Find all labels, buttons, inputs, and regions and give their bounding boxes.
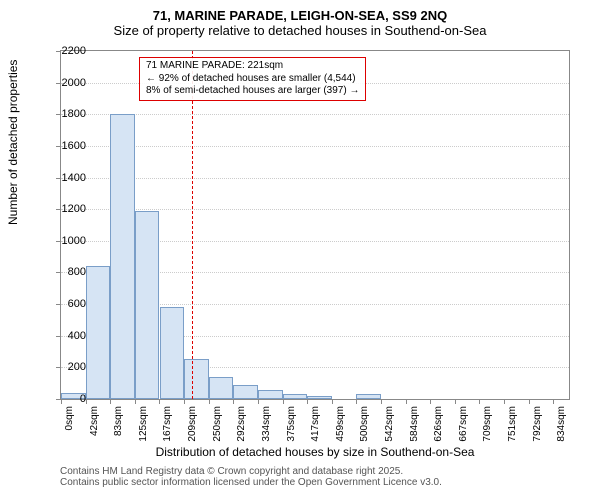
x-tick-label: 834sqm xyxy=(556,406,567,442)
x-tick-mark xyxy=(553,399,554,404)
chart-subtitle: Size of property relative to detached ho… xyxy=(0,23,600,46)
x-tick-mark xyxy=(209,399,210,404)
x-tick-mark xyxy=(184,399,185,404)
gridline xyxy=(61,178,569,179)
histogram-bar xyxy=(135,211,160,399)
histogram-bar xyxy=(184,359,209,399)
annotation-line: 8% of semi-detached houses are larger (3… xyxy=(146,85,359,98)
x-tick-mark xyxy=(283,399,284,404)
x-tick-label: 626sqm xyxy=(433,406,444,442)
attribution-line: Contains HM Land Registry data © Crown c… xyxy=(60,466,570,477)
x-tick-label: 42sqm xyxy=(89,406,100,436)
x-tick-mark xyxy=(307,399,308,404)
x-tick-label: 167sqm xyxy=(162,406,173,442)
y-tick-label: 200 xyxy=(46,361,86,373)
histogram-bar xyxy=(110,114,135,399)
x-tick-label: 459sqm xyxy=(335,406,346,442)
chart-container: 71, MARINE PARADE, LEIGH-ON-SEA, SS9 2NQ… xyxy=(0,0,600,500)
histogram-bar xyxy=(258,390,283,399)
gridline xyxy=(61,146,569,147)
x-tick-label: 209sqm xyxy=(187,406,198,442)
histogram-bar xyxy=(233,385,258,399)
attribution-line: Contains public sector information licen… xyxy=(60,477,570,488)
x-tick-mark xyxy=(233,399,234,404)
y-tick-label: 0 xyxy=(46,393,86,405)
histogram-bar xyxy=(160,307,185,399)
y-tick-label: 1400 xyxy=(46,172,86,184)
x-tick-mark xyxy=(430,399,431,404)
x-tick-mark xyxy=(455,399,456,404)
x-tick-mark xyxy=(135,399,136,404)
x-tick-label: 500sqm xyxy=(359,406,370,442)
y-tick-label: 1000 xyxy=(46,235,86,247)
plot-area: 71 MARINE PARADE: 221sqm← 92% of detache… xyxy=(60,50,570,400)
x-tick-label: 375sqm xyxy=(286,406,297,442)
y-tick-label: 2200 xyxy=(46,45,86,57)
x-tick-label: 792sqm xyxy=(532,406,543,442)
y-tick-label: 400 xyxy=(46,330,86,342)
gridline xyxy=(61,114,569,115)
x-tick-mark xyxy=(110,399,111,404)
x-tick-label: 751sqm xyxy=(507,406,518,442)
x-tick-label: 584sqm xyxy=(409,406,420,442)
histogram-bar xyxy=(209,377,234,399)
x-tick-label: 417sqm xyxy=(310,406,321,442)
x-tick-mark xyxy=(356,399,357,404)
x-tick-label: 292sqm xyxy=(236,406,247,442)
x-tick-label: 334sqm xyxy=(261,406,272,442)
x-tick-mark xyxy=(381,399,382,404)
x-tick-mark xyxy=(332,399,333,404)
x-tick-mark xyxy=(406,399,407,404)
x-tick-label: 250sqm xyxy=(212,406,223,442)
y-tick-label: 800 xyxy=(46,266,86,278)
y-tick-label: 2000 xyxy=(46,77,86,89)
annotation-line: ← 92% of detached houses are smaller (4,… xyxy=(146,73,359,86)
annotation-line: 71 MARINE PARADE: 221sqm xyxy=(146,60,359,73)
attribution: Contains HM Land Registry data © Crown c… xyxy=(60,466,570,488)
x-tick-label: 542sqm xyxy=(384,406,395,442)
x-tick-mark xyxy=(159,399,160,404)
x-tick-label: 709sqm xyxy=(482,406,493,442)
x-tick-label: 0sqm xyxy=(64,406,75,430)
y-tick-label: 1800 xyxy=(46,108,86,120)
x-tick-mark xyxy=(504,399,505,404)
y-tick-label: 1600 xyxy=(46,140,86,152)
chart-title: 71, MARINE PARADE, LEIGH-ON-SEA, SS9 2NQ xyxy=(0,0,600,23)
x-tick-mark xyxy=(258,399,259,404)
histogram-bar xyxy=(86,266,111,399)
histogram-bar xyxy=(283,394,308,399)
reference-line xyxy=(192,51,193,399)
x-tick-label: 83sqm xyxy=(113,406,124,436)
y-tick-label: 1200 xyxy=(46,203,86,215)
x-tick-mark xyxy=(529,399,530,404)
histogram-bar xyxy=(307,396,332,399)
y-axis-label: Number of detached properties xyxy=(6,60,20,225)
annotation-box: 71 MARINE PARADE: 221sqm← 92% of detache… xyxy=(139,57,366,101)
x-tick-label: 125sqm xyxy=(138,406,149,442)
histogram-bar xyxy=(356,394,381,399)
x-tick-mark xyxy=(479,399,480,404)
x-tick-label: 667sqm xyxy=(458,406,469,442)
y-tick-label: 600 xyxy=(46,298,86,310)
x-axis-label: Distribution of detached houses by size … xyxy=(60,445,570,459)
